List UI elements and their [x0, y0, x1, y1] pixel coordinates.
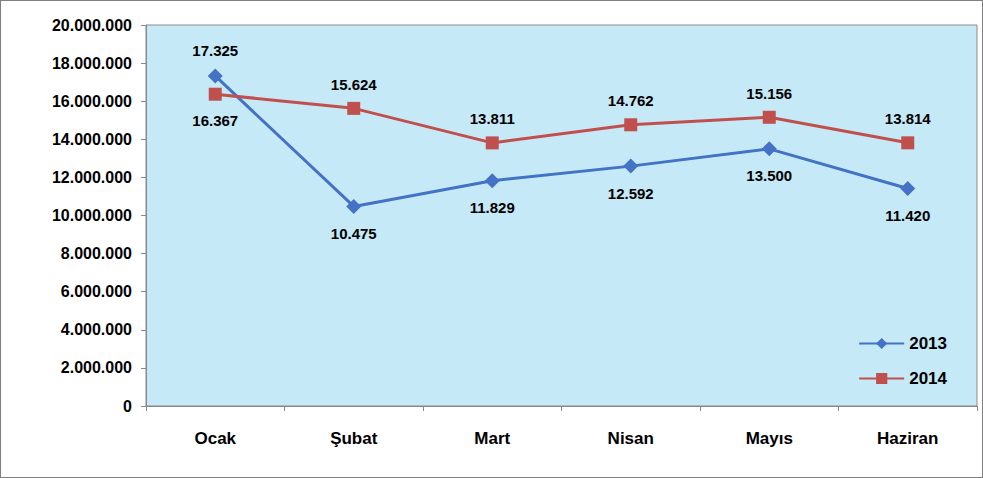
svg-text:20.000.000: 20.000.000: [52, 17, 132, 34]
svg-text:14.762: 14.762: [608, 92, 654, 109]
svg-text:18.000.000: 18.000.000: [52, 55, 132, 72]
svg-text:12.592: 12.592: [608, 185, 654, 202]
svg-text:10.000.000: 10.000.000: [52, 207, 132, 224]
svg-text:Haziran: Haziran: [877, 429, 938, 448]
svg-text:16.367: 16.367: [192, 112, 238, 129]
svg-text:13.811: 13.811: [470, 110, 515, 127]
svg-text:2.000.000: 2.000.000: [61, 359, 132, 376]
svg-text:15.156: 15.156: [746, 85, 792, 102]
svg-text:14.000.000: 14.000.000: [52, 131, 132, 148]
svg-text:10.475: 10.475: [331, 225, 377, 242]
svg-text:16.000.000: 16.000.000: [52, 93, 132, 110]
svg-text:12.000.000: 12.000.000: [52, 169, 132, 186]
svg-text:Nisan: Nisan: [608, 429, 654, 448]
svg-text:Şubat: Şubat: [330, 429, 378, 448]
svg-text:2013: 2013: [909, 334, 947, 353]
svg-text:6.000.000: 6.000.000: [61, 283, 132, 300]
svg-text:0: 0: [123, 398, 132, 415]
svg-text:2014: 2014: [909, 369, 947, 388]
svg-text:Ocak: Ocak: [194, 429, 236, 448]
svg-text:11.829: 11.829: [470, 199, 515, 216]
svg-text:13.814: 13.814: [885, 110, 932, 127]
svg-text:13.500: 13.500: [746, 167, 792, 184]
svg-text:Mart: Mart: [474, 429, 510, 448]
svg-text:17.325: 17.325: [192, 42, 238, 59]
svg-text:4.000.000: 4.000.000: [61, 321, 132, 338]
svg-text:Mayıs: Mayıs: [746, 429, 793, 448]
svg-text:15.624: 15.624: [331, 76, 378, 93]
svg-text:8.000.000: 8.000.000: [61, 245, 132, 262]
svg-text:11.420: 11.420: [885, 207, 930, 224]
